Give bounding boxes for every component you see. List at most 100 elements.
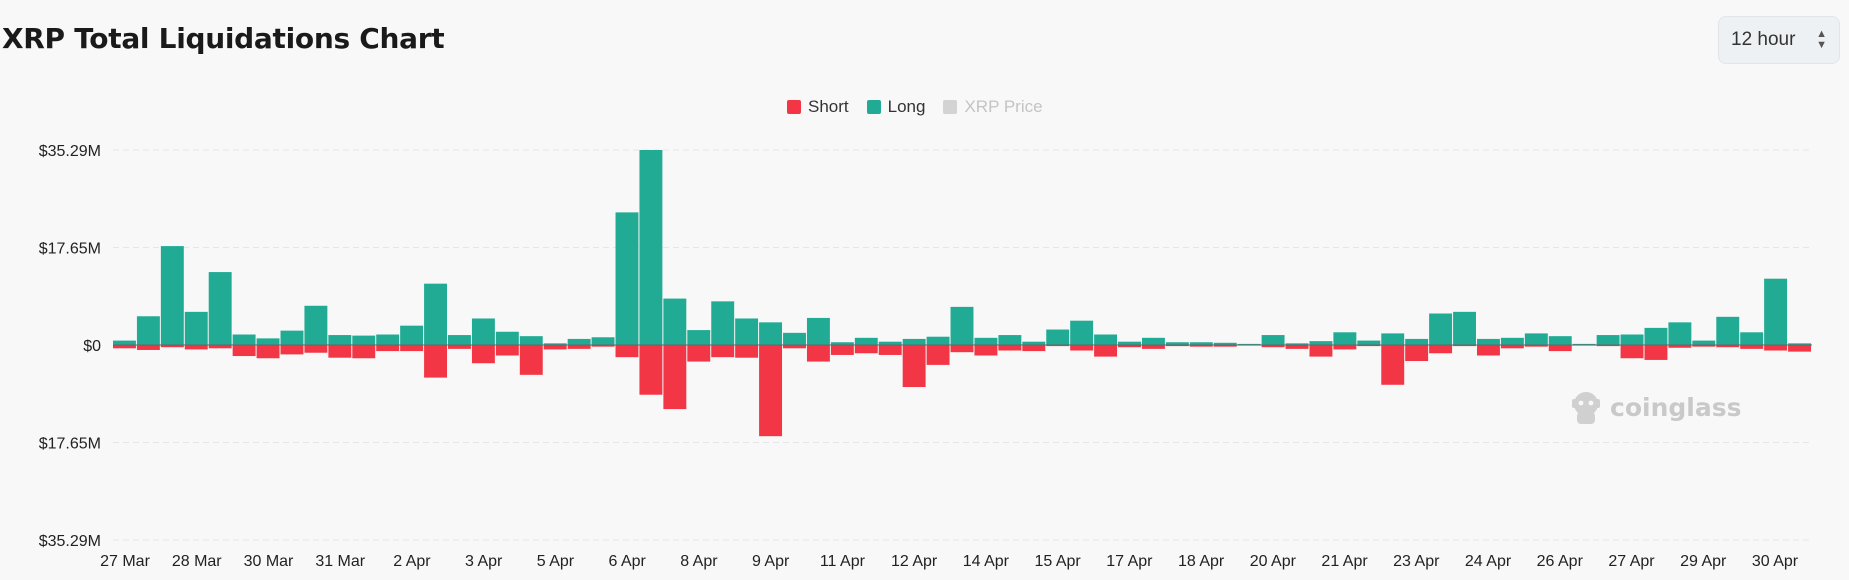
- long-bar: [1285, 343, 1309, 345]
- long-bar: [1500, 337, 1524, 345]
- short-bar: [1118, 345, 1141, 348]
- short-bar: [1453, 345, 1476, 347]
- long-bar: [1429, 313, 1453, 345]
- long-bar: [1237, 343, 1261, 345]
- x-tick-label: 24 Apr: [1465, 553, 1512, 570]
- legend-item-short[interactable]: Short: [787, 97, 849, 117]
- long-bar: [1716, 316, 1740, 345]
- long-bar: [974, 337, 998, 345]
- x-tick-label: 30 Mar: [244, 553, 294, 570]
- long-bar: [184, 311, 208, 345]
- short-bar: [352, 345, 376, 359]
- short-bar: [1333, 345, 1357, 350]
- short-bar: [1261, 345, 1285, 348]
- long-bar: [854, 337, 878, 345]
- long-bar: [1381, 333, 1405, 345]
- short-bar: [304, 345, 328, 353]
- y-tick-label: $0: [83, 338, 101, 355]
- x-tick-label: 29 Apr: [1680, 553, 1727, 570]
- legend-label-xrp-price: XRP Price: [964, 97, 1043, 116]
- x-tick-label: 23 Apr: [1393, 553, 1440, 570]
- chevron-up-down-icon: ▲ ▼: [1816, 28, 1827, 51]
- chart-legend: Short Long XRP Price: [787, 97, 1043, 117]
- long-bar: [1189, 342, 1213, 345]
- long-bar: [830, 342, 854, 345]
- short-bar: [1692, 345, 1716, 347]
- long-bar: [495, 331, 519, 345]
- legend-item-long[interactable]: Long: [866, 97, 926, 117]
- short-bar: [806, 345, 830, 362]
- legend-swatch-short: [787, 100, 801, 114]
- short-bar: [232, 345, 256, 357]
- short-bar: [1309, 345, 1333, 357]
- long-bar: [1070, 320, 1094, 345]
- short-bar: [1141, 345, 1165, 349]
- long-bar: [471, 318, 495, 345]
- short-bar: [687, 345, 711, 362]
- legend-label-short: Short: [808, 97, 849, 116]
- interval-select[interactable]: 12 hour ▲ ▼: [1718, 16, 1840, 64]
- long-bar: [615, 212, 639, 345]
- short-bar: [663, 345, 687, 410]
- short-bar: [184, 345, 208, 350]
- short-bar: [1285, 345, 1309, 349]
- short-bar: [735, 345, 759, 358]
- short-bar: [1094, 345, 1118, 357]
- long-bar: [1046, 329, 1070, 345]
- long-bar: [639, 150, 663, 345]
- short-bar: [567, 345, 591, 349]
- short-bar: [783, 345, 806, 349]
- y-tick-label: $17.65M: [39, 436, 101, 453]
- long-bar: [1333, 332, 1357, 345]
- short-bar: [1476, 345, 1500, 356]
- short-bar: [1788, 345, 1811, 352]
- short-bar: [1070, 345, 1094, 351]
- long-bar: [328, 335, 352, 345]
- short-bar: [136, 345, 160, 350]
- short-bar: [519, 345, 543, 375]
- x-tick-label: 8 Apr: [680, 553, 718, 570]
- long-bar: [424, 283, 448, 345]
- short-bar: [448, 345, 471, 349]
- short-bar: [1381, 345, 1405, 385]
- short-bar: [1644, 345, 1668, 360]
- short-bar: [1620, 345, 1644, 359]
- long-bar: [519, 336, 543, 345]
- legend-item-xrp-price[interactable]: XRP Price: [943, 97, 1043, 117]
- short-bar: [1405, 345, 1429, 362]
- long-bar: [1740, 332, 1764, 345]
- x-tick-label: 2 Apr: [393, 553, 431, 570]
- x-tick-label: 17 Apr: [1106, 553, 1153, 570]
- x-tick-label: 5 Apr: [537, 553, 575, 570]
- x-tick-label: 12 Apr: [891, 553, 938, 570]
- short-bar: [902, 345, 926, 387]
- x-tick-label: 11 Apr: [820, 553, 866, 570]
- short-bar: [1524, 345, 1548, 347]
- watermark-text: coinglass: [1610, 392, 1742, 422]
- long-bar: [783, 332, 806, 345]
- long-bar: [1309, 341, 1333, 345]
- short-bar: [113, 345, 136, 349]
- long-bar: [543, 343, 567, 345]
- legend-label-long: Long: [887, 97, 926, 116]
- long-bar: [711, 301, 735, 345]
- short-bar: [1716, 345, 1740, 348]
- page-title: XRP Total Liquidations Chart: [2, 22, 445, 55]
- interval-select-value: 12 hour: [1731, 29, 1796, 50]
- x-tick-label: 6 Apr: [608, 553, 646, 570]
- long-bar: [663, 298, 687, 345]
- short-bar: [471, 345, 495, 364]
- long-bar: [1788, 343, 1811, 345]
- long-bar: [998, 335, 1022, 345]
- short-bar: [854, 345, 878, 354]
- long-bar: [256, 338, 280, 345]
- short-bar: [495, 345, 519, 356]
- long-bar: [1692, 340, 1716, 345]
- short-bar: [1740, 345, 1764, 349]
- long-bar: [208, 272, 232, 345]
- long-bar: [735, 318, 759, 345]
- long-bar: [136, 316, 160, 345]
- short-bar: [1500, 345, 1524, 349]
- long-bar: [1620, 334, 1644, 345]
